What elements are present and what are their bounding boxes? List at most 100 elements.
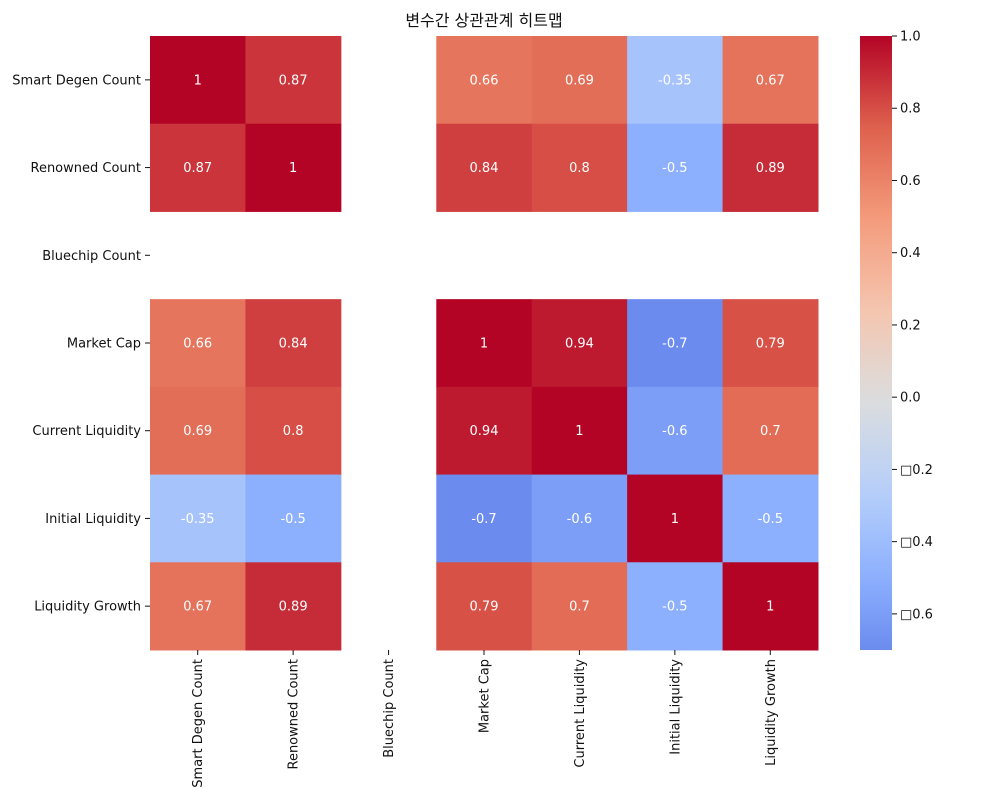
heatmap-cell — [627, 299, 724, 388]
heatmap-cell — [531, 474, 628, 563]
cell-value-label: -0.6 — [567, 512, 592, 527]
y-tick-label: Current Liquidity — [32, 424, 141, 439]
heatmap-cell — [722, 474, 819, 563]
x-tick-label: Smart Degen Count — [191, 659, 206, 788]
cell-value-label: 0.8 — [569, 161, 590, 176]
colorbar-gradient — [860, 36, 892, 650]
x-tick-label: Renowned Count — [287, 659, 302, 770]
cell-value-label: 0.89 — [279, 600, 308, 615]
x-tick-label: Bluechip Count — [382, 659, 397, 758]
cell-value-label: -0.35 — [658, 73, 692, 88]
heatmap-cell — [531, 36, 628, 125]
heatmap-cell — [722, 36, 819, 125]
y-axis-ticks: Smart Degen Count Renowned Count Bluechip … — [12, 73, 150, 615]
heatmap-cell — [245, 474, 342, 563]
colorbar-ticks: 1.0 0.8 0.6 0.4 0.2 0.0 □0.2 □0.4 □0.6 — [892, 30, 933, 622]
heatmap-cell — [531, 562, 628, 651]
heatmap-cell — [627, 386, 724, 476]
cell-value-label: 1 — [766, 600, 774, 615]
colorbar-tick-label: 0.0 — [900, 391, 921, 406]
cell-value-label: 1 — [289, 161, 297, 176]
colorbar-tick-label: 1.0 — [900, 30, 921, 45]
colorbar-tick-label: □0.6 — [900, 607, 933, 622]
colorbar-tick-label: 0.2 — [900, 318, 921, 333]
heatmap-cell — [150, 299, 246, 388]
cell-value-label: -0.6 — [662, 424, 687, 439]
cell-value-label: 0.84 — [470, 161, 499, 176]
chart-title: 변수간 상관관계 히트맵 — [405, 11, 562, 30]
heatmap-cell — [531, 123, 628, 212]
cell-value-label: 0.84 — [279, 337, 308, 352]
heatmap-cell — [150, 123, 246, 212]
y-tick-label: Bluechip Count — [42, 249, 141, 264]
heatmap-cell — [436, 474, 533, 563]
y-tick-label: Market Cap — [67, 337, 141, 352]
cell-value-label: 0.89 — [756, 161, 785, 176]
colorbar-tick-label: □0.2 — [900, 463, 933, 478]
cell-value-label: 0.8 — [283, 424, 304, 439]
x-tick-label: Liquidity Growth — [764, 659, 779, 766]
y-tick-label: Smart Degen Count — [12, 73, 141, 88]
cell-value-label: -0.7 — [471, 512, 496, 527]
cell-value-label: -0.5 — [758, 512, 783, 527]
cell-value-label: 0.66 — [183, 337, 212, 352]
cell-value-label: 0.67 — [756, 73, 785, 88]
heatmap-cell — [245, 299, 342, 388]
cell-value-label: 1 — [671, 512, 679, 527]
heatmap-cell — [150, 36, 246, 125]
heatmap-cell — [627, 562, 724, 651]
y-tick-label: Renowned Count — [31, 161, 142, 176]
colorbar-tick-label: 0.4 — [900, 246, 921, 261]
x-tick-label: Initial Liquidity — [668, 659, 683, 755]
heatmap-cell — [531, 299, 628, 388]
colorbar-tick-label: 0.6 — [900, 174, 921, 189]
heatmap-cell — [722, 299, 819, 388]
heatmap-cell — [627, 123, 724, 212]
cell-value-label: 0.69 — [565, 73, 594, 88]
heatmap-cell — [245, 386, 342, 476]
cell-value-label: 0.69 — [183, 424, 212, 439]
y-tick-label: Initial Liquidity — [45, 512, 141, 527]
heatmap-cells: 1 0.87 0.66 0.69 -0.35 0.67 0.87 1 0.84 0.8 -0.5 0.… — [150, 36, 819, 651]
cell-value-label: 0.87 — [279, 73, 308, 88]
heatmap-cell — [436, 123, 533, 212]
cell-value-label: 0.94 — [565, 337, 594, 352]
heatmap-cell — [722, 562, 819, 651]
cell-value-label: 0.79 — [756, 337, 785, 352]
cell-value-label: 0.79 — [470, 600, 499, 615]
heatmap-cell — [722, 123, 819, 212]
cell-value-label: 1 — [480, 337, 488, 352]
heatmap-cell — [245, 123, 342, 212]
colorbar-tick-label: 0.8 — [900, 102, 921, 117]
heatmap-cell — [627, 36, 724, 125]
cell-value-label: -0.5 — [662, 161, 687, 176]
cell-value-label: 1 — [194, 73, 202, 88]
cell-value-label: -0.7 — [662, 337, 687, 352]
heatmap-cell — [436, 386, 533, 476]
cell-value-label: -0.5 — [662, 600, 687, 615]
heatmap-cell — [150, 474, 246, 563]
heatmap-cell — [436, 36, 533, 125]
heatmap-cell — [150, 562, 246, 651]
cell-value-label: 0.94 — [470, 424, 499, 439]
heatmap-cell — [245, 36, 342, 125]
heatmap-cell — [150, 386, 246, 476]
heatmap-cell — [722, 386, 819, 476]
x-axis-ticks: Smart Degen Count Renowned Count Bluechip … — [191, 650, 779, 788]
heatmap-cell — [436, 299, 533, 388]
colorbar-tick-label: □0.4 — [900, 535, 933, 550]
cell-value-label: -0.5 — [280, 512, 305, 527]
heatmap-cell — [436, 562, 533, 651]
heatmap-cell — [245, 562, 342, 651]
heatmap-cell — [531, 386, 628, 476]
cell-value-label: 0.87 — [183, 161, 212, 176]
y-tick-label: Liquidity Growth — [34, 600, 141, 615]
cell-value-label: -0.35 — [181, 512, 215, 527]
cell-value-label: 0.7 — [569, 600, 590, 615]
x-tick-label: Market Cap — [478, 659, 493, 733]
cell-value-label: 0.67 — [183, 600, 212, 615]
x-tick-label: Current Liquidity — [573, 659, 588, 768]
heatmap-cell — [627, 474, 724, 563]
cell-value-label: 0.66 — [470, 73, 499, 88]
